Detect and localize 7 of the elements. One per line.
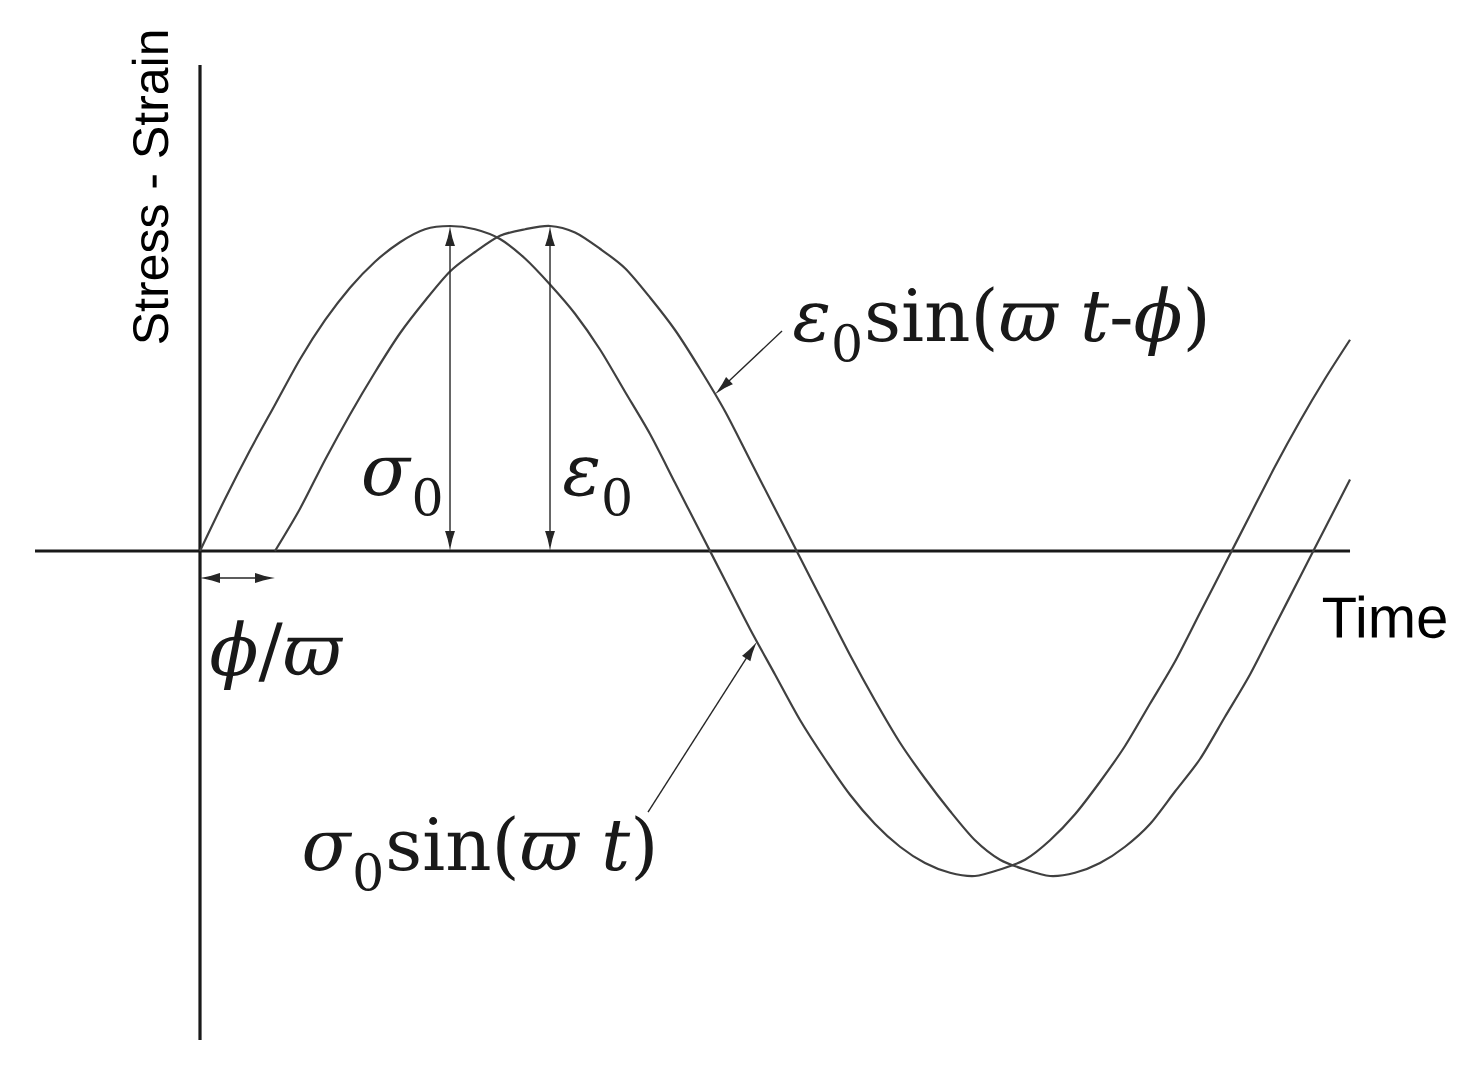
text: σ$_{0}$sin(ϖ t) (304, 815, 653, 891)
annotation: ε$_{0}$ (564, 457, 630, 516)
y-axis-title: Stress - Strain (131, 31, 169, 343)
annotation: σ$_{0}$ (363, 457, 441, 516)
annotation: ϕ/ϖ (211, 620, 344, 690)
series-label: ε$_{0}$sin(ϖ t-ϕ) (794, 286, 1205, 362)
x-axis-title: Time (1322, 595, 1446, 639)
